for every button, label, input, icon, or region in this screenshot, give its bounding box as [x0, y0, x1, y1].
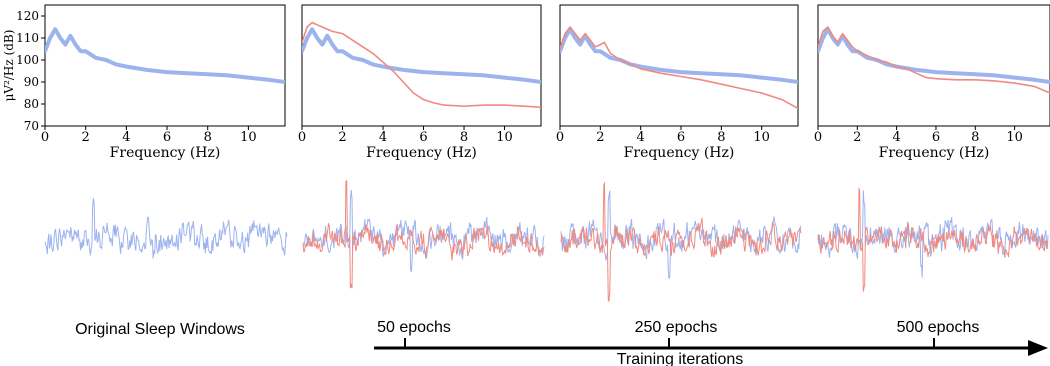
x-tick-label: 4	[893, 130, 901, 145]
y-tick-label: 80	[24, 97, 39, 111]
plot-frame	[559, 4, 799, 127]
eeg-original-trace	[302, 189, 545, 273]
eeg-strip-2	[302, 179, 545, 289]
x-tick-label: 10	[496, 130, 513, 145]
x-tick-label: 0	[41, 130, 49, 145]
psd-panel-1: 0 2 4 6 8 10 Frequency (Hz) 70 80 90 100 110 120μV²/…	[2, 4, 286, 161]
x-tick-label: 2	[338, 130, 346, 145]
milestone-500-label: 500 epochs	[897, 319, 980, 336]
timeline-arrowhead	[1028, 340, 1048, 356]
x-axis-label: Frequency (Hz)	[624, 145, 735, 161]
eeg-generated-trace	[817, 187, 1049, 292]
series-generated-line	[818, 26, 1050, 94]
x-tick-label: 10	[240, 130, 257, 145]
eeg-strip-3	[560, 182, 802, 302]
psd-panel-4: 0 2 4 6 8 10 Frequency (Hz)	[814, 4, 1050, 161]
plot-frame	[817, 4, 1050, 127]
x-axis-label: Frequency (Hz)	[366, 145, 477, 161]
training-timeline: 50 epochs 250 epochs 500 epochs Training…	[374, 319, 1048, 366]
eeg-waveforms	[44, 179, 1049, 302]
y-tick-label: 120	[16, 9, 39, 23]
series-original-line	[302, 27, 541, 84]
x-tick-label: 0	[298, 130, 306, 145]
x-tick-label: 6	[419, 130, 427, 145]
x-tick-label: 2	[82, 130, 90, 145]
psd-panel-2: 0 2 4 6 8 10 Frequency (Hz)	[298, 4, 542, 161]
x-tick-label: 2	[596, 130, 604, 145]
x-tick-label: 8	[717, 130, 725, 145]
x-tick-label: 4	[122, 130, 130, 145]
y-tick-label: 70	[24, 119, 39, 133]
x-tick-label: 8	[204, 130, 212, 145]
series-original-line	[45, 27, 285, 84]
y-tick-label: 100	[16, 53, 39, 67]
plot-frame	[44, 4, 286, 127]
milestone-250-label: 250 epochs	[635, 319, 718, 336]
x-tick-label: 6	[163, 130, 171, 145]
x-axis-label: Frequency (Hz)	[110, 145, 221, 161]
series-generated-line	[560, 26, 798, 110]
psd-panel-3: 0 2 4 6 8 10 Frequency (Hz)	[556, 4, 799, 161]
plot-frame	[301, 4, 542, 127]
y-tick-label: 110	[16, 31, 39, 45]
caption-original: Original Sleep Windows	[75, 321, 245, 338]
series-original-line	[818, 27, 1050, 84]
eeg-original-trace	[44, 197, 288, 259]
x-tick-label: 0	[814, 130, 822, 145]
eeg-strip-4	[817, 187, 1049, 292]
x-tick-label: 6	[677, 130, 685, 145]
x-tick-label: 8	[971, 130, 979, 145]
x-tick-label: 2	[853, 130, 861, 145]
x-tick-label: 4	[379, 130, 387, 145]
series-generated-line	[302, 21, 541, 109]
x-tick-label: 6	[932, 130, 940, 145]
x-tick-label: 10	[1006, 130, 1023, 145]
timeline-label: Training iterations	[617, 351, 744, 366]
y-axis-label: μV²/Hz (dB)	[2, 30, 16, 102]
eeg-strip-1	[44, 197, 288, 259]
milestone-50-label: 50 epochs	[377, 319, 451, 336]
x-tick-label: 8	[460, 130, 468, 145]
series-original-line	[560, 27, 798, 84]
x-tick-label: 0	[556, 130, 564, 145]
eeg-generated-trace	[302, 179, 545, 289]
eeg-generated-trace	[560, 182, 802, 302]
x-tick-label: 4	[637, 130, 645, 145]
x-axis-label: Frequency (Hz)	[879, 145, 990, 161]
x-tick-label: 10	[753, 130, 770, 145]
y-tick-label: 90	[24, 75, 39, 89]
